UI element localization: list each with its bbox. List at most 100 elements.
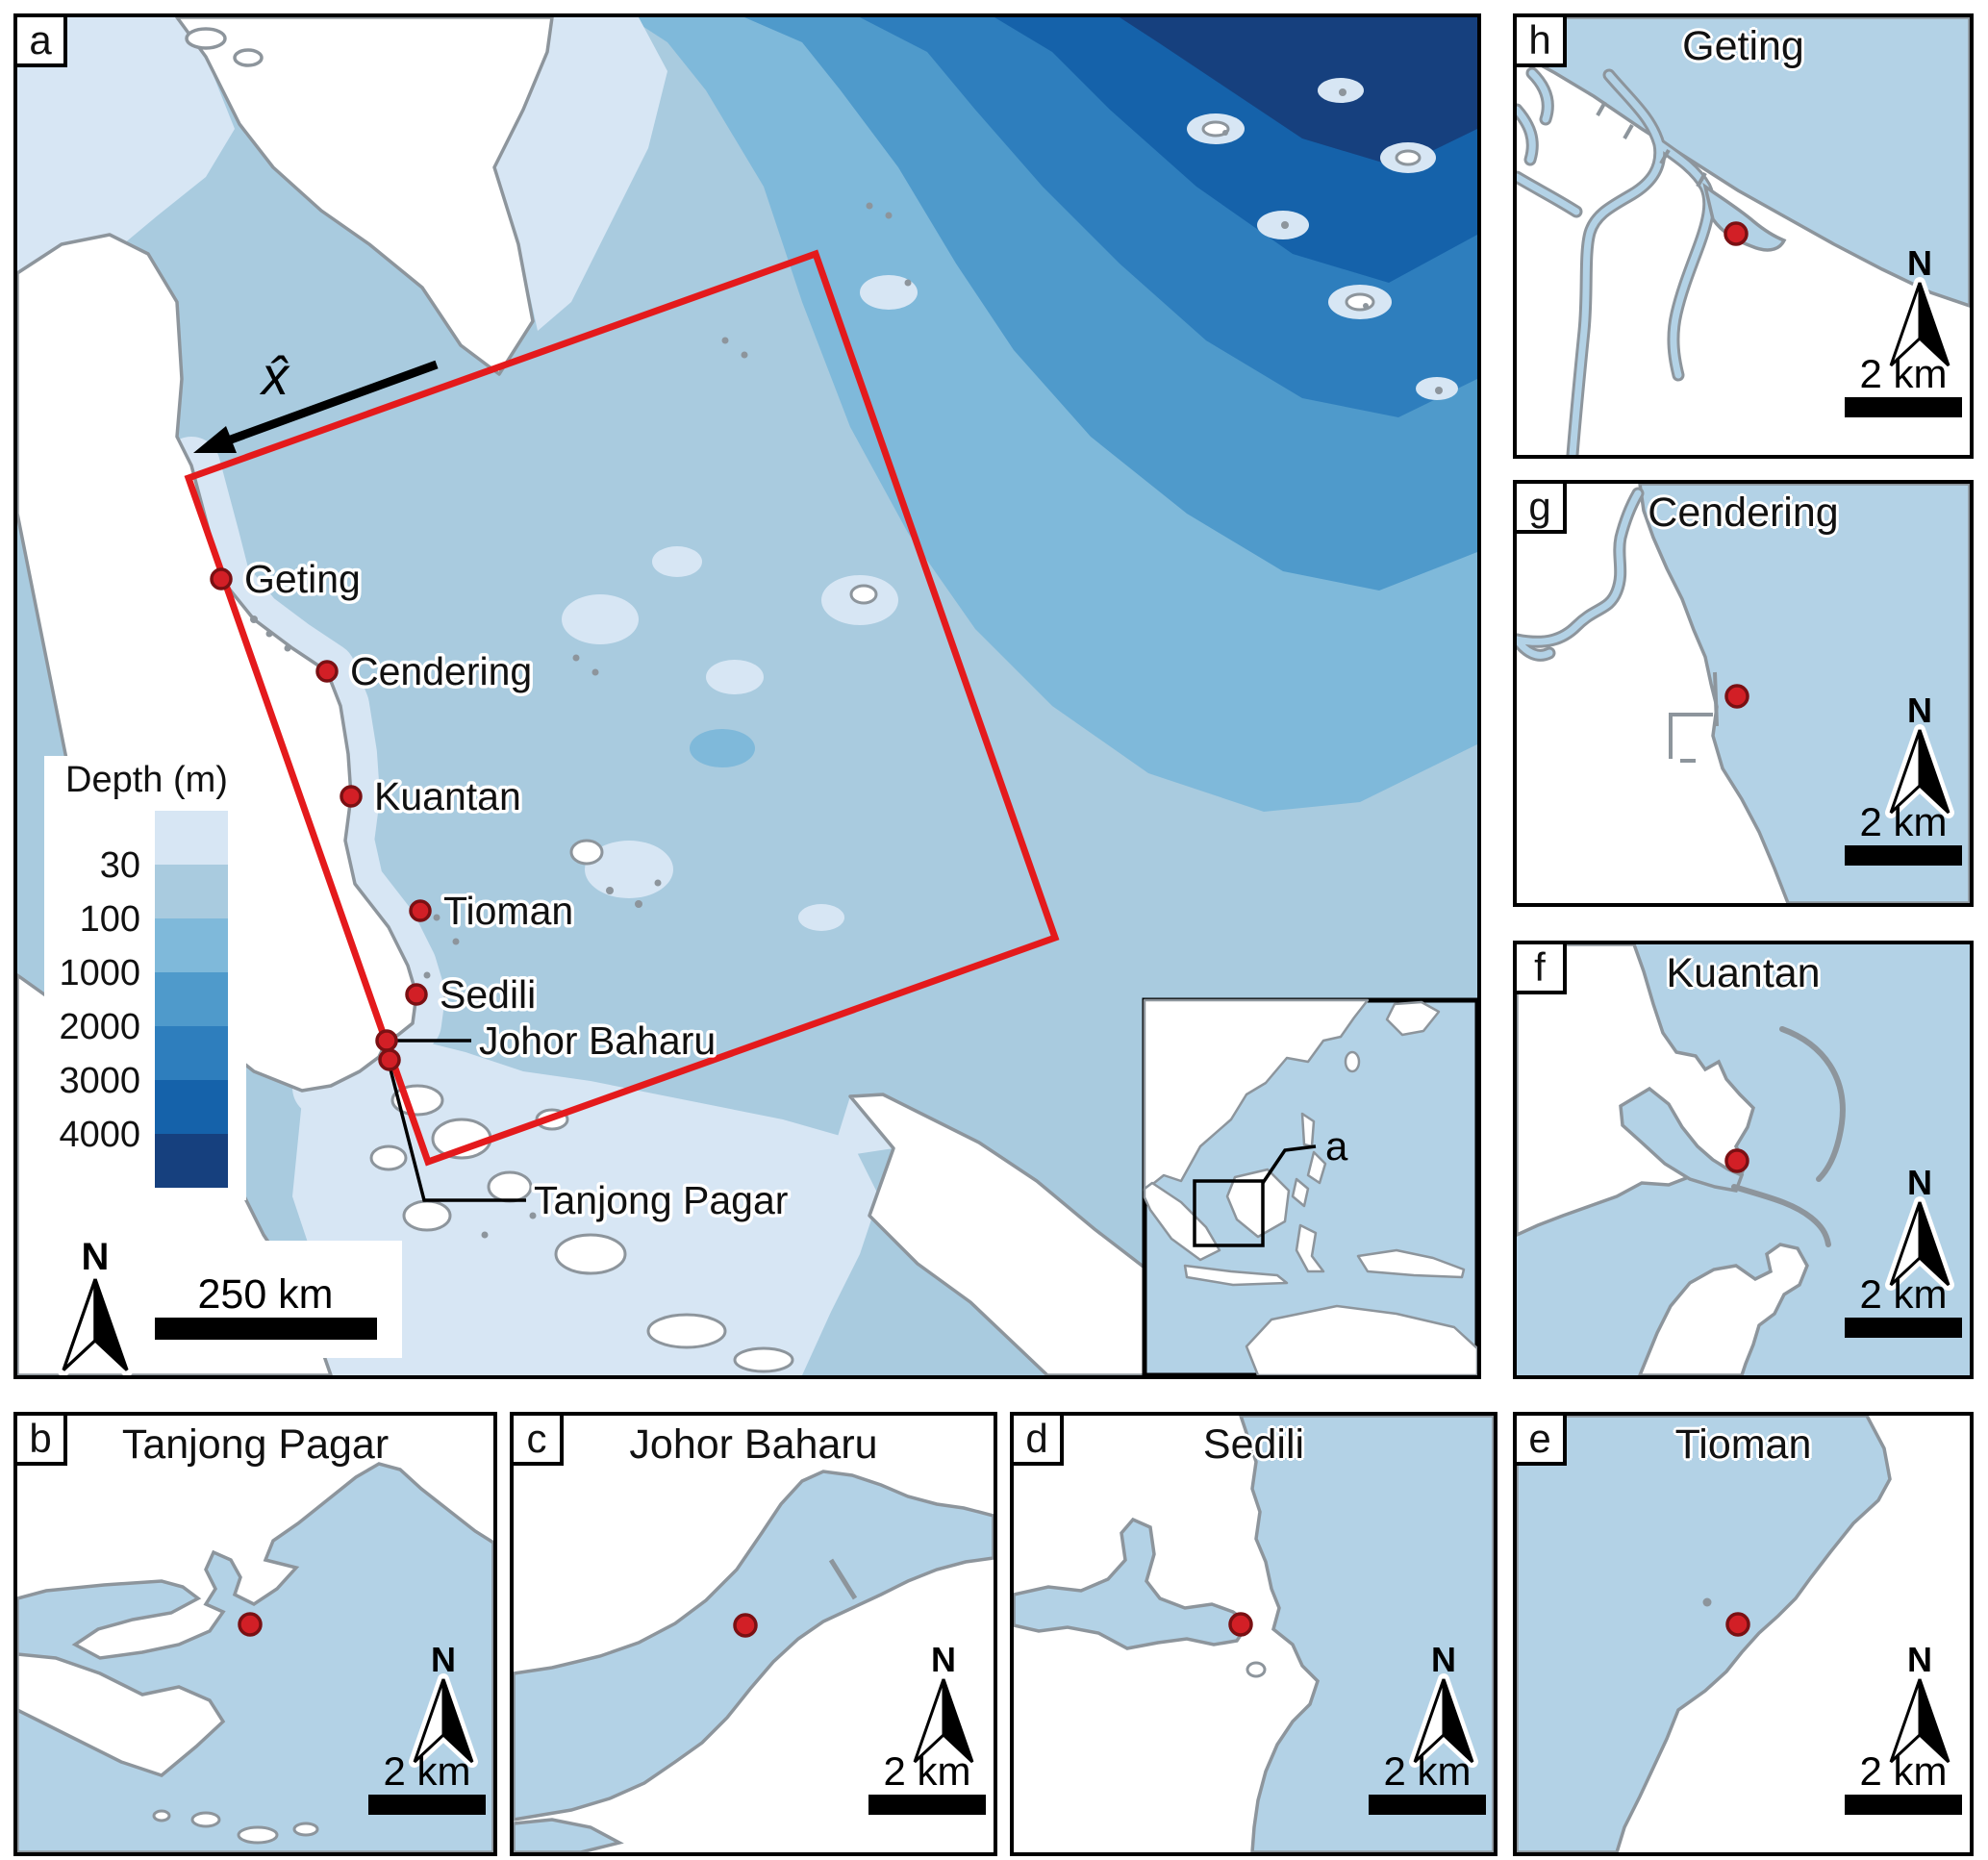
station-dot (1228, 1612, 1253, 1637)
panel-letter-label: a (29, 17, 52, 63)
panel-b-letter: b (13, 1412, 67, 1466)
inset-label: a (1325, 1123, 1348, 1169)
svg-text:30: 30 (100, 845, 140, 886)
station-label: Kuantan (374, 774, 521, 818)
panel-b: b Tanjong Pagar N 2 km (13, 1412, 497, 1856)
station-label: Geting (244, 557, 361, 601)
small-islands (152, 1809, 319, 1845)
svg-text:1000: 1000 (59, 953, 140, 993)
x-hat-label: x̂ (259, 345, 290, 406)
scale-bar-label: 2 km (1383, 1748, 1471, 1794)
coastal-jetties (1596, 101, 1707, 188)
panel-b-map: N 2 km (17, 1462, 493, 1852)
harbour-basin (1619, 1086, 1745, 1193)
scale-bar-label: 2 km (383, 1748, 470, 1794)
scale-bar (1369, 1795, 1486, 1815)
scale-bar (868, 1795, 986, 1815)
panel-h-map: N 2 km (1517, 17, 1970, 455)
svg-text:2000: 2000 (59, 1007, 140, 1047)
inset-leader-line (1261, 1144, 1317, 1184)
strait-southwest (514, 1818, 624, 1852)
map-furniture: N 250 km (56, 1236, 402, 1370)
panel-a-map: x̂ Geting Cendering Kuantan Tio (17, 17, 1477, 1375)
islet (1246, 1661, 1267, 1678)
inset-locator-map: a (1142, 997, 1477, 1375)
sea (1517, 1416, 1892, 1852)
x-axis-arrow: x̂ (193, 345, 439, 453)
svg-text:100: 100 (80, 899, 140, 940)
station-dot (1724, 684, 1749, 709)
svg-text:4000: 4000 (59, 1115, 140, 1155)
legend-tick-labels: 30 100 1000 2000 3000 4000 (59, 845, 140, 1155)
station-dot (1724, 1148, 1749, 1173)
station-label: Johor Baharu (479, 1018, 716, 1063)
north-label: N (1907, 1163, 1932, 1202)
causeway (828, 1558, 858, 1600)
panel-d: d Sedili N 2 km (1010, 1412, 1497, 1856)
panel-g: g Cendering N 2 km (1513, 480, 1974, 907)
panel-h: h Geting (1513, 13, 1974, 459)
stations: Geting Cendering Kuantan Tioman Sedili (210, 554, 792, 1226)
scale-bar (1845, 1318, 1962, 1338)
station-label: Sedili (440, 972, 536, 1017)
panel-e: e Tioman N 2 km (1513, 1412, 1974, 1856)
north-label: N (1907, 243, 1932, 283)
panel-letter-label: g (1528, 484, 1551, 529)
scale-bar (155, 1318, 377, 1340)
station-geting: Geting (210, 554, 364, 605)
station-dot (1725, 1612, 1750, 1637)
inset-study-box (1193, 1179, 1265, 1247)
panel-c: c Johor Baharu N 2 km (510, 1412, 997, 1856)
panel-d-map: N 2 km (1014, 1416, 1494, 1852)
north-label: N (431, 1640, 456, 1679)
depth-legend: Depth (m) 30 100 1000 2000 3000 4000 (44, 756, 246, 1200)
x-axis-arrow-shaft (229, 360, 439, 444)
x-axis-arrowhead (193, 426, 237, 453)
rivers (1517, 66, 1716, 455)
station-kuantan: Kuantan (340, 771, 524, 822)
panel-g-letter: g (1513, 480, 1567, 534)
scale-bar-label: 250 km (197, 1271, 333, 1318)
harbour-groynes (1669, 671, 1719, 763)
panel-f-letter: f (1513, 941, 1567, 994)
island-west (17, 1652, 226, 1777)
panel-letter-label: c (526, 1416, 547, 1461)
panel-g-title: Cendering (1648, 490, 1839, 536)
station-label: Cendering (350, 649, 532, 693)
panel-f-title: Kuantan (1666, 950, 1821, 996)
station-tanjong-pagar: Tanjong Pagar (378, 1048, 792, 1226)
station-dot (1724, 221, 1749, 246)
legend-colorbar (155, 811, 228, 1188)
panel-d-letter: d (1010, 1412, 1064, 1466)
north-label: N (82, 1236, 110, 1278)
station-label: Tioman (443, 889, 573, 933)
panel-d-title: Sedili (1202, 1421, 1305, 1468)
north-label: N (1907, 1640, 1932, 1679)
svg-text:3000: 3000 (59, 1061, 140, 1101)
panel-b-title: Tanjong Pagar (121, 1421, 390, 1468)
station-label: Tanjong Pagar (534, 1178, 788, 1222)
land-south (1638, 1243, 1809, 1375)
scale-bar-label: 2 km (1859, 351, 1947, 396)
scale-bar (1845, 1795, 1962, 1815)
panel-f: f Kuantan N 2 km (1513, 941, 1974, 1379)
panel-a-letter: a (13, 13, 67, 67)
north-label: N (1431, 1640, 1456, 1679)
panel-letter-label: d (1025, 1416, 1048, 1461)
sea (17, 1462, 493, 1852)
station-dot (733, 1613, 758, 1638)
panel-h-letter: h (1513, 13, 1567, 67)
panel-c-letter: c (510, 1412, 564, 1466)
scale-bar-label: 2 km (1859, 799, 1947, 844)
north-label: N (1907, 691, 1932, 730)
scale-bar (1845, 845, 1962, 866)
breakwaters (1731, 1026, 1846, 1247)
north-label: N (931, 1640, 956, 1679)
panel-h-title: Geting (1682, 23, 1804, 69)
panel-a: a (13, 13, 1481, 1379)
panel-c-title: Johor Baharu (629, 1421, 878, 1468)
station-tioman: Tioman (409, 886, 577, 937)
scale-bar-label: 2 km (1859, 1271, 1947, 1317)
scale-bar-label: 2 km (1859, 1748, 1947, 1794)
